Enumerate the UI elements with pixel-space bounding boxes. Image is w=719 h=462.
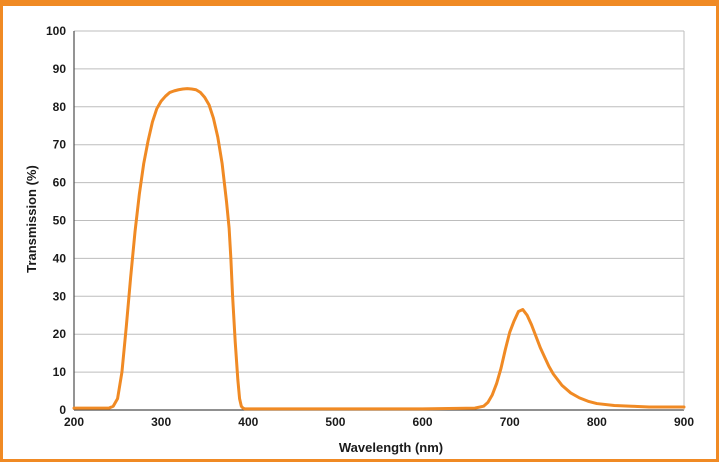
x-axis-title: Wavelength (nm) <box>339 440 443 455</box>
series-line-0 <box>72 87 686 411</box>
x-tick-label: 300 <box>151 415 171 429</box>
x-tick-label: 500 <box>325 415 345 429</box>
x-tick-label: 600 <box>413 415 433 429</box>
y-tick-label: 90 <box>53 62 67 76</box>
y-tick-label: 80 <box>53 100 67 114</box>
y-tick-label: 100 <box>46 24 66 38</box>
x-tick-label: 400 <box>238 415 258 429</box>
x-tick-label: 900 <box>674 415 694 429</box>
y-tick-labels: 0 10 20 30 40 50 60 70 80 90 100 <box>46 24 66 417</box>
y-tick-label: 20 <box>53 327 67 341</box>
y-tick-label: 50 <box>53 214 67 228</box>
x-tick-labels: 200 300 400 500 600 700 800 900 <box>64 415 694 429</box>
y-tick-label: 70 <box>53 138 67 152</box>
y-tick-label: 0 <box>59 403 66 417</box>
y-axis-title: Transmission (%) <box>24 165 39 273</box>
series-group <box>72 87 686 411</box>
y-tick-label: 40 <box>53 251 67 265</box>
gridlines <box>74 30 684 373</box>
x-tick-label: 200 <box>64 415 84 429</box>
y-tick-label: 60 <box>53 176 67 190</box>
y-tick-label: 30 <box>53 289 67 303</box>
x-tick-label: 800 <box>587 415 607 429</box>
x-tick-label: 700 <box>500 415 520 429</box>
y-tick-label: 10 <box>53 365 67 379</box>
